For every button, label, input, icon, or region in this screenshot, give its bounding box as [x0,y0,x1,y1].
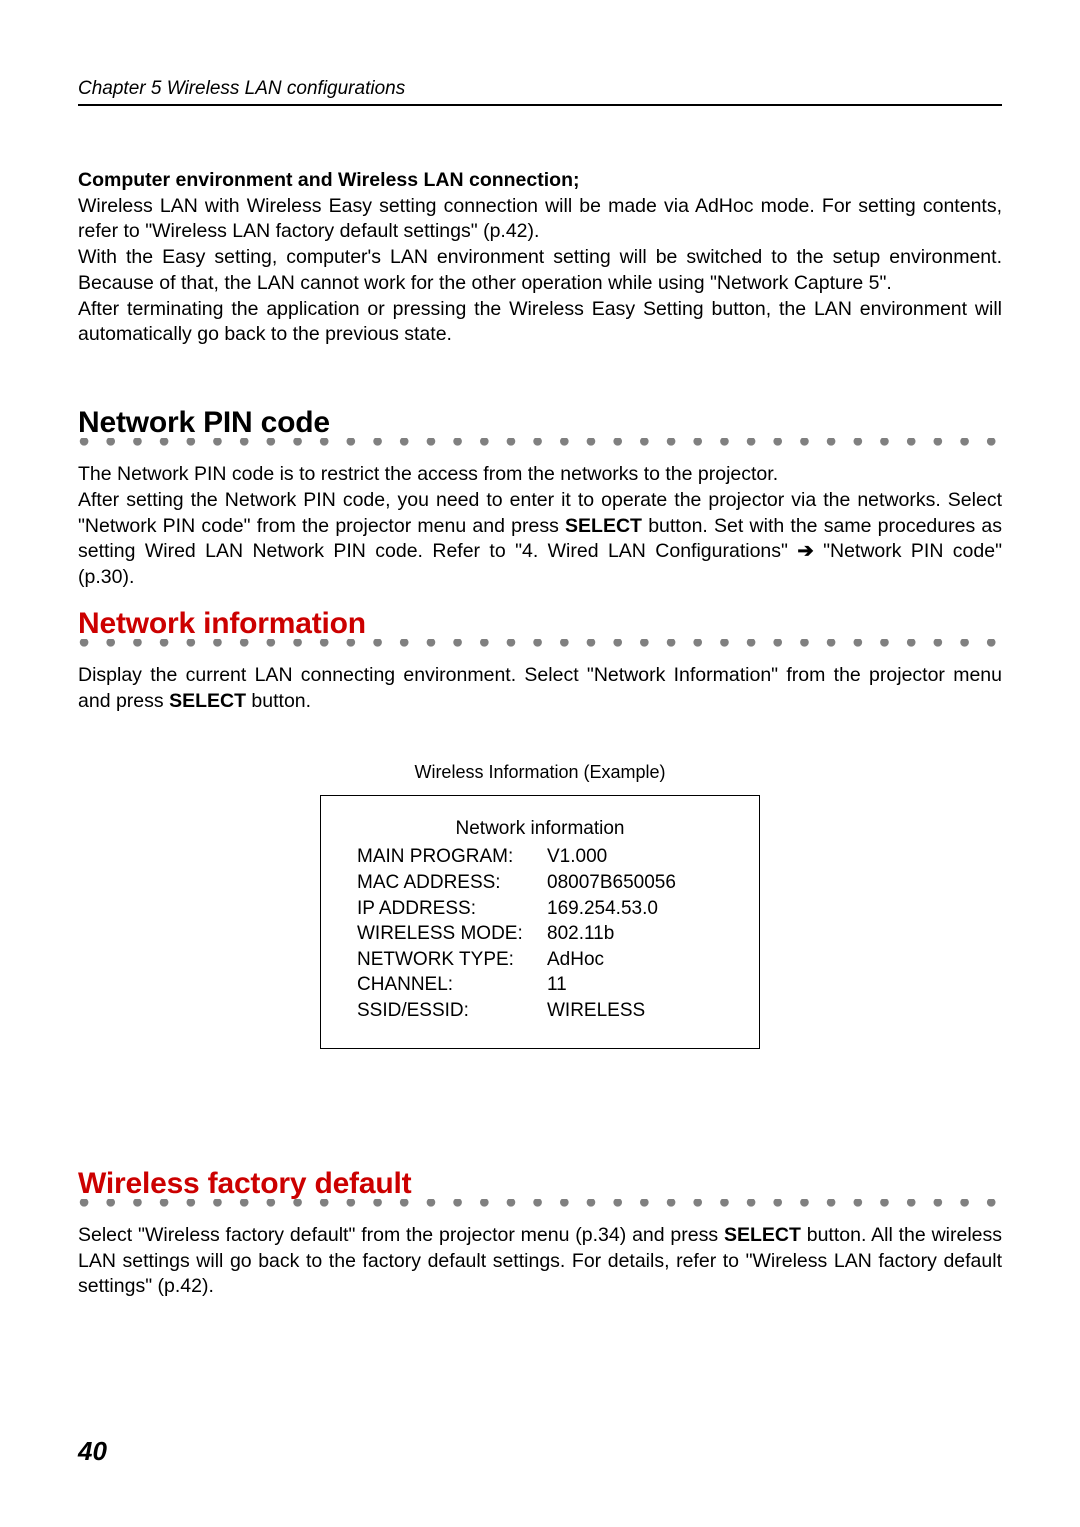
info-box-title: Network information [357,818,723,840]
header-rule [78,104,1002,106]
select-label: SELECT [565,515,642,537]
intro-p2: With the Easy setting, computer's LAN en… [78,246,1002,294]
info-label: MAC ADDRESS: [357,870,547,896]
page-number: 40 [78,1436,107,1467]
info-label: CHANNEL: [357,972,547,998]
info-row: MAC ADDRESS:08007B650056 [357,870,723,896]
intro-block: Computer environment and Wireless LAN co… [78,168,1002,348]
intro-p1: Wireless LAN with Wireless Easy setting … [78,195,1002,243]
info-row: IP ADDRESS:169.254.53.0 [357,896,723,922]
info-value: V1.000 [547,844,607,870]
info-label: NETWORK TYPE: [357,947,547,973]
heading-factory-default: Wireless factory default [78,1167,1002,1201]
info-row: WIRELESS MODE:802.11b [357,921,723,947]
section2-body: Display the current LAN connecting envir… [78,663,1002,714]
info-label: WIRELESS MODE: [357,921,547,947]
info-value: 169.254.53.0 [547,896,658,922]
select-label: SELECT [169,690,246,712]
arrow-icon: ➔ [797,540,813,562]
heading-network-info: Network information [78,607,1002,641]
info-row: MAIN PROGRAM:V1.000 [357,844,723,870]
info-value: 08007B650056 [547,870,676,896]
info-row: NETWORK TYPE:AdHoc [357,947,723,973]
info-value: 11 [547,972,567,998]
info-row: SSID/ESSID:WIRELESS [357,998,723,1024]
intro-subhead: Computer environment and Wireless LAN co… [78,169,579,191]
info-value: WIRELESS [547,998,645,1024]
info-box: Network information MAIN PROGRAM:V1.000 … [320,795,760,1048]
chapter-header: Chapter 5 Wireless LAN configurations [78,78,1002,104]
info-label: IP ADDRESS: [357,896,547,922]
info-value: 802.11b [547,921,614,947]
section3-body: Select "Wireless factory default" from t… [78,1223,1002,1300]
select-label: SELECT [724,1224,801,1246]
dot-divider: ●●●●●●●●●●●●●●●●●●●●●●●●●●●●●●●●●●●●●●●●… [78,438,1002,448]
s3-before: Select "Wireless factory default" from t… [78,1224,724,1246]
info-label: MAIN PROGRAM: [357,844,547,870]
dot-divider: ●●●●●●●●●●●●●●●●●●●●●●●●●●●●●●●●●●●●●●●●… [78,1199,1002,1209]
info-row: CHANNEL:11 [357,972,723,998]
example-caption: Wireless Information (Example) [78,762,1002,783]
s1-line1: The Network PIN code is to restrict the … [78,463,778,485]
info-value: AdHoc [547,947,604,973]
info-label: SSID/ESSID: [357,998,547,1024]
heading-network-pin: Network PIN code [78,406,1002,440]
page: Chapter 5 Wireless LAN configurations Co… [0,0,1080,1527]
section1-body: The Network PIN code is to restrict the … [78,462,1002,591]
intro-p3: After terminating the application or pre… [78,298,1002,346]
dot-divider: ●●●●●●●●●●●●●●●●●●●●●●●●●●●●●●●●●●●●●●●●… [78,639,1002,649]
s2-after: button. [246,690,311,712]
